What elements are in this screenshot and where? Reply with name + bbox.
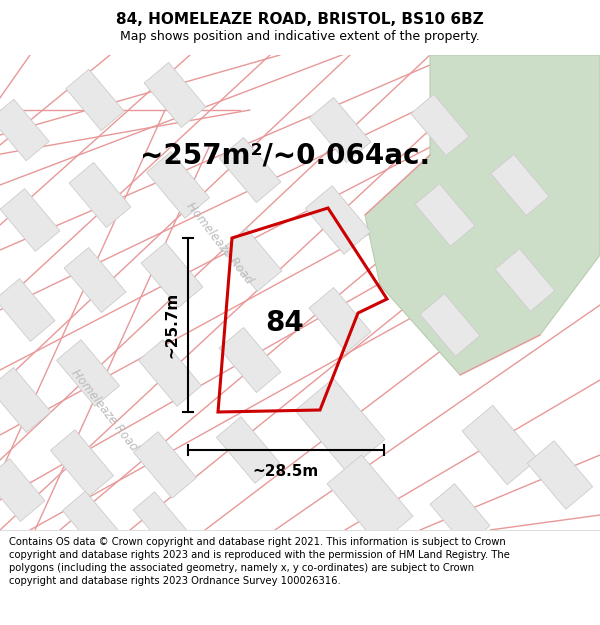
Polygon shape	[56, 340, 119, 406]
Polygon shape	[309, 288, 371, 352]
Text: Homeleaze Road: Homeleaze Road	[69, 367, 141, 453]
Polygon shape	[0, 189, 60, 251]
Text: 84, HOMELEAZE ROAD, BRISTOL, BS10 6BZ: 84, HOMELEAZE ROAD, BRISTOL, BS10 6BZ	[116, 12, 484, 27]
Polygon shape	[411, 94, 469, 156]
Polygon shape	[365, 55, 600, 375]
Polygon shape	[66, 69, 124, 131]
Polygon shape	[415, 184, 475, 246]
Polygon shape	[420, 294, 480, 356]
Polygon shape	[0, 459, 45, 521]
Polygon shape	[217, 417, 280, 483]
Polygon shape	[50, 430, 113, 496]
Polygon shape	[462, 406, 538, 484]
Text: 84: 84	[266, 309, 304, 337]
Polygon shape	[309, 98, 371, 162]
Text: Homeleaze Road: Homeleaze Road	[184, 199, 256, 286]
Polygon shape	[327, 455, 413, 545]
Text: ~25.7m: ~25.7m	[164, 292, 179, 358]
Polygon shape	[495, 249, 555, 311]
Polygon shape	[141, 242, 203, 308]
Polygon shape	[133, 492, 187, 548]
Polygon shape	[146, 152, 209, 218]
Polygon shape	[430, 484, 490, 546]
Text: ~257m²/~0.064ac.: ~257m²/~0.064ac.	[140, 141, 430, 169]
Polygon shape	[139, 340, 202, 406]
Polygon shape	[64, 248, 126, 312]
Text: ~28.5m: ~28.5m	[253, 464, 319, 479]
Polygon shape	[133, 432, 197, 498]
Polygon shape	[527, 441, 593, 509]
Polygon shape	[0, 279, 55, 341]
Polygon shape	[62, 491, 118, 549]
Polygon shape	[144, 62, 206, 127]
Text: Map shows position and indicative extent of the property.: Map shows position and indicative extent…	[120, 30, 480, 43]
Polygon shape	[219, 328, 281, 392]
Polygon shape	[295, 378, 385, 472]
Polygon shape	[305, 186, 371, 254]
Polygon shape	[491, 154, 549, 216]
Text: Contains OS data © Crown copyright and database right 2021. This information is : Contains OS data © Crown copyright and d…	[9, 537, 510, 586]
Polygon shape	[219, 138, 281, 202]
Polygon shape	[222, 229, 282, 291]
Polygon shape	[0, 99, 49, 161]
Polygon shape	[69, 162, 131, 228]
Polygon shape	[0, 368, 51, 432]
